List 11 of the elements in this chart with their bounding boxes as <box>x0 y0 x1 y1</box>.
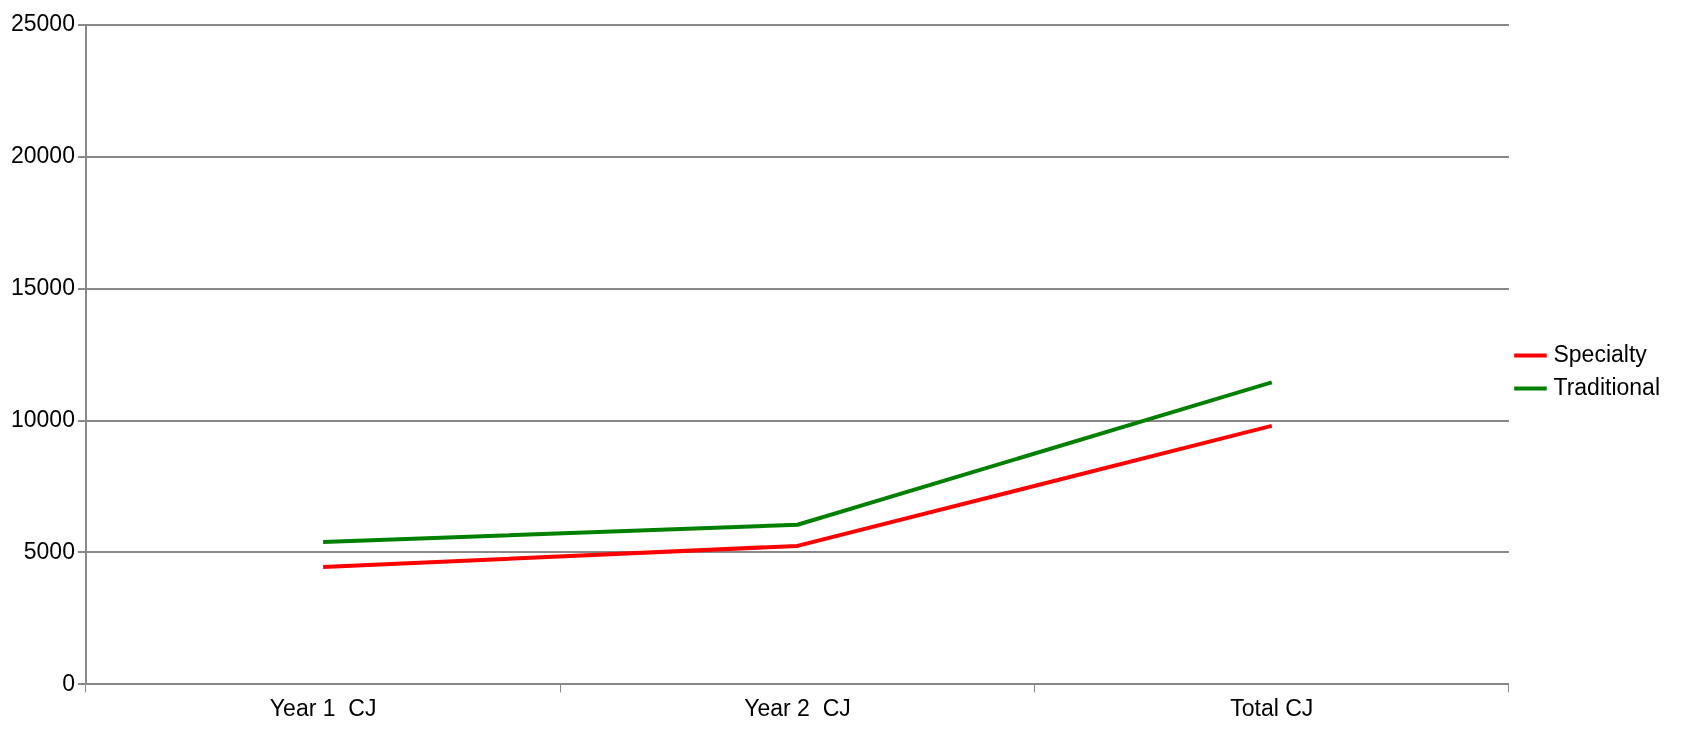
x-tick-label: Year 2 CJ <box>744 694 851 721</box>
x-tick-label: Total CJ <box>1230 694 1314 721</box>
y-tick-label: 5000 <box>23 537 75 564</box>
y-tick-label: 10000 <box>10 405 75 432</box>
y-tick-label: 15000 <box>10 273 75 300</box>
legend-label: Specialty <box>1553 340 1648 367</box>
y-tick-label: 25000 <box>10 10 75 37</box>
x-tick-label: Year 1 CJ <box>269 694 377 721</box>
y-tick-label: 20000 <box>10 142 75 169</box>
y-tick-label: 0 <box>62 669 75 696</box>
legend-label: Traditional <box>1553 373 1661 400</box>
